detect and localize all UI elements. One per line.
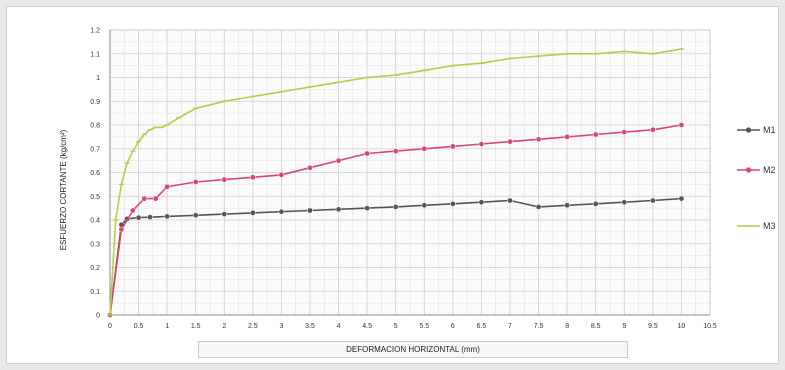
data-point-m2 <box>564 134 570 140</box>
data-point-m2 <box>307 164 313 171</box>
data-point-m2 <box>650 126 656 133</box>
axes: 0 0.5 1 1.5 2 2.5 3 3.5 4 4.5 5 5.5 6 6.5 7 7.5 8 8.5 9 9.5… <box>90 28 717 331</box>
legend-item-m2: M2 <box>737 165 776 175</box>
legend-item-m1: M1 <box>737 125 776 135</box>
data-point-m2 <box>535 136 542 143</box>
data-point-m1 <box>592 201 599 207</box>
data-point-m1 <box>478 199 485 206</box>
y-tick-label: 0.7 <box>90 146 100 153</box>
y-tick-label: 0.8 <box>90 123 100 130</box>
x-tick-label: 8 <box>565 323 569 330</box>
data-point-m1 <box>147 214 153 220</box>
data-point-m1 <box>221 211 228 217</box>
y-tick-label: 1 <box>96 75 100 82</box>
legend-label: M3 <box>763 221 776 231</box>
data-point-m2 <box>478 141 485 147</box>
data-point-m1 <box>135 214 142 221</box>
data-point-m2 <box>221 176 228 183</box>
data-point-m1 <box>278 208 285 215</box>
data-point-m2 <box>678 122 685 128</box>
x-tick-label: 4.5 <box>362 323 372 330</box>
x-tick-label: 8.5 <box>591 323 601 330</box>
data-point-m1 <box>621 199 628 206</box>
y-tick-label: 1.1 <box>90 51 100 58</box>
data-point-m1 <box>335 206 342 213</box>
data-point-m1 <box>192 212 199 219</box>
legend-marker <box>745 127 752 133</box>
data-point-m2 <box>152 195 159 202</box>
x-tick-label: 3 <box>279 323 283 330</box>
data-point-m2 <box>250 174 256 181</box>
x-axis-title: DEFORMACION HORIZONTAL (mm) <box>346 345 480 354</box>
y-tick-label: 0 <box>96 313 100 320</box>
data-point-m2 <box>278 172 285 178</box>
data-point-m1 <box>450 201 456 207</box>
series-line-m3 <box>109 48 682 316</box>
data-point-m2 <box>507 138 513 145</box>
series-m3 <box>107 48 684 316</box>
series-layer <box>107 48 685 318</box>
data-point-m2 <box>364 150 370 157</box>
data-point-m2 <box>141 195 148 202</box>
x-tick-label: 2.5 <box>248 323 258 330</box>
data-point-m1 <box>364 205 370 211</box>
data-point-m2 <box>118 226 125 233</box>
data-point-m1 <box>564 202 570 209</box>
legend-item-m3: M3 <box>737 221 776 231</box>
y-tick-label: 0.9 <box>90 99 100 106</box>
data-point-m1 <box>535 204 542 210</box>
data-point-m1 <box>507 197 513 204</box>
data-point-m2 <box>164 183 170 190</box>
x-axis-title-box: DEFORMACION HORIZONTAL (mm) <box>198 341 628 358</box>
y-axis-title: ESFUERZO CORTANTE (kg/cm²) <box>59 129 68 250</box>
y-tick-label: 0.6 <box>90 170 100 177</box>
x-tick-label: 9.5 <box>648 323 658 330</box>
data-point-m2 <box>392 148 399 154</box>
data-point-m1 <box>650 197 656 204</box>
x-tick-label: 1.5 <box>191 323 201 330</box>
x-tick-label: 1 <box>165 323 169 330</box>
x-tick-label: 10.5 <box>703 323 717 330</box>
data-point-m1 <box>678 195 685 202</box>
data-point-m2 <box>450 143 456 150</box>
data-point-m2 <box>592 131 599 138</box>
x-tick-label: 2 <box>222 323 226 330</box>
x-tick-label: 5.5 <box>419 323 429 330</box>
data-point-m1 <box>307 207 313 214</box>
x-tick-label: 9 <box>622 323 626 330</box>
legend: M1 M2 M3 <box>737 125 776 231</box>
data-point-m2 <box>192 179 199 185</box>
data-point-m2 <box>621 129 628 135</box>
data-point-m1 <box>421 202 428 209</box>
y-tick-label: 0.1 <box>90 289 100 296</box>
legend-marker <box>745 167 752 173</box>
x-tick-label: 10 <box>678 323 686 330</box>
y-tick-label: 0.2 <box>90 265 100 272</box>
data-point-m2 <box>130 207 136 214</box>
y-tick-label: 1.2 <box>90 28 100 35</box>
legend-label: M1 <box>763 125 776 135</box>
x-tick-label: 4 <box>337 323 341 330</box>
series-m2 <box>107 122 685 318</box>
y-tick-label: 0.3 <box>90 241 100 248</box>
x-tick-label: 7.5 <box>534 323 544 330</box>
grid-lines <box>109 29 711 316</box>
data-point-m1 <box>250 210 256 216</box>
x-tick-label: 5 <box>394 323 398 330</box>
x-tick-label: 6.5 <box>477 323 487 330</box>
data-point-m2 <box>421 145 428 152</box>
series-m1 <box>107 195 685 318</box>
data-point-m1 <box>392 204 399 210</box>
x-tick-label: 3.5 <box>305 323 315 330</box>
data-point-m2 <box>335 157 342 164</box>
y-tick-label: 0.5 <box>90 194 100 201</box>
x-tick-label: 7 <box>508 323 512 330</box>
y-tick-label: 0.4 <box>90 218 100 225</box>
data-point-m1 <box>164 213 170 220</box>
x-tick-label: 6 <box>451 323 455 330</box>
x-tick-label: 0 <box>108 323 112 330</box>
x-tick-label: 0.5 <box>134 323 144 330</box>
legend-label: M2 <box>763 165 776 175</box>
